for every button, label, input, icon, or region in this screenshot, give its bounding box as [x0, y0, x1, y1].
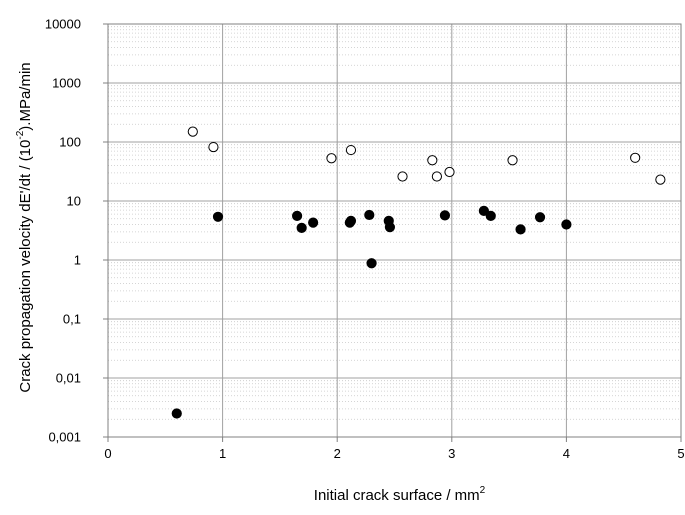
y-tick-label: 10 [67, 194, 81, 209]
filled-circle-point [561, 219, 572, 230]
open-circle-point [427, 155, 438, 166]
x-tick-label: 2 [334, 446, 341, 461]
x-axis-label-text: Initial crack surface / mm [314, 487, 480, 504]
plot-area-frame [107, 23, 682, 438]
x-axis-label-superscript: 2 [480, 485, 486, 496]
filled-circle-point [478, 205, 489, 216]
open-circle-point [397, 171, 408, 182]
x-axis-ticks: 0 1 2 3 4 5 [104, 437, 685, 461]
y-axis-label-superscript: -2 [15, 130, 26, 139]
filled-circle-point [345, 215, 357, 226]
open-circle-point [187, 126, 198, 137]
filled-circle-point [364, 209, 375, 221]
open-circle-point [431, 171, 443, 182]
filled-circle-point [384, 222, 396, 233]
y-tick-label: 1 [74, 253, 81, 268]
y-axis-label-text: Crack propagation velocity dE'/dt / (10 [17, 140, 34, 393]
minor-gridlines [108, 26, 681, 420]
filled-circle-point [308, 217, 319, 228]
filled-circle-point [212, 211, 224, 222]
filled-circle-point [171, 408, 182, 419]
open-circle-point [345, 144, 357, 156]
y-tick-label: 0,01 [56, 371, 81, 386]
x-tick-label: 3 [448, 446, 455, 461]
major-gridlines [108, 24, 681, 437]
data-points [171, 126, 666, 419]
filled-circle-point [485, 210, 496, 221]
y-axis-label: Crack propagation velocity dE'/dt / (10-… [15, 62, 34, 392]
y-axis-ticks: 0,001 0,01 0,1 1 10 100 1000 10000 [45, 17, 108, 445]
y-tick-label: 0,001 [48, 430, 81, 445]
x-tick-label: 1 [219, 446, 226, 461]
open-circle-point [208, 141, 219, 153]
open-circle-point [507, 155, 518, 166]
filled-circle-point [366, 258, 377, 269]
x-tick-label: 5 [677, 446, 684, 461]
y-tick-label: 0,1 [63, 312, 81, 327]
filled-circle-point [291, 210, 303, 221]
x-axis-label: Initial crack surface / mm2 [314, 485, 486, 504]
open-circle-point [630, 152, 641, 163]
x-tick-label: 0 [104, 446, 111, 461]
filled-circle-point [296, 222, 307, 233]
y-tick-label: 100 [59, 135, 81, 150]
x-tick-label: 4 [563, 446, 570, 461]
open-circle-point [655, 174, 666, 185]
y-tick-label: 10000 [45, 17, 81, 32]
filled-circle-point [515, 224, 526, 235]
filled-circle-point [534, 212, 546, 223]
y-tick-label: 1000 [52, 76, 81, 91]
open-circle-point [444, 166, 455, 178]
filled-circle-point [439, 210, 451, 221]
open-circle-point [326, 153, 337, 164]
y-axis-label-unit: ).MPa/min [17, 62, 34, 130]
